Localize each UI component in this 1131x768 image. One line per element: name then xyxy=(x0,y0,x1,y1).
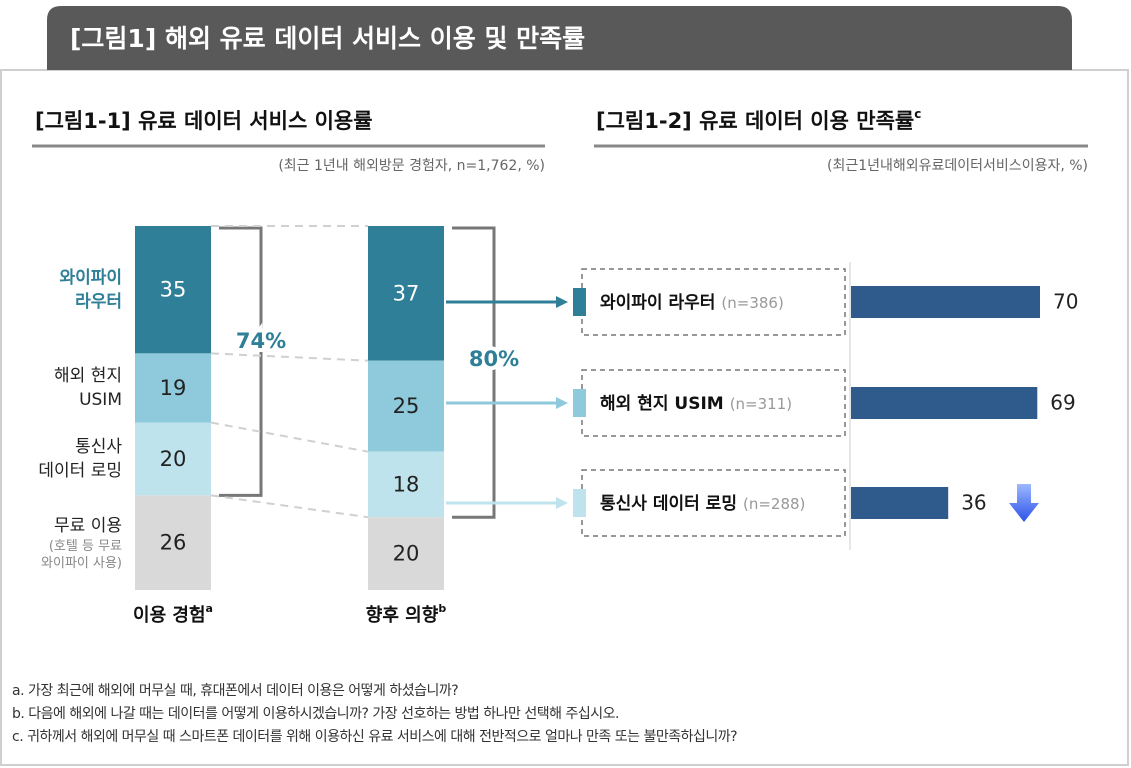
footnote: c. 귀하께서 해외에 머무실 때 스마트폰 데이터를 위해 이용하신 유료 서… xyxy=(12,729,738,745)
legend-note: (호텔 등 무료 와이파이 사용) xyxy=(41,538,122,571)
legend-name: 무료 이용 xyxy=(54,515,122,536)
value-label: 18 xyxy=(393,472,420,496)
decline-icon xyxy=(1009,484,1039,522)
category-swatch xyxy=(573,489,586,517)
category-note: a xyxy=(206,602,213,615)
flow-arrowhead xyxy=(556,397,568,409)
value-label: 19 xyxy=(160,376,187,400)
category-label: 통신사 데이터 로밍 (n=288) xyxy=(600,494,805,514)
legend-name: 해외 현지 USIM xyxy=(54,365,122,410)
sample-size: (n=288) xyxy=(743,495,805,513)
bracket-label: 80% xyxy=(469,347,519,371)
chart-subtitle: (최근1년내해외유료데이터서비스이용자, %) xyxy=(827,158,1088,174)
category-label: 와이파이 라우터 (n=386) xyxy=(600,293,784,313)
x-tick-label: 이용 경험a xyxy=(133,602,213,626)
bar xyxy=(851,286,1040,318)
sample-size: (n=386) xyxy=(721,294,783,312)
value-label: 20 xyxy=(160,447,187,471)
bar-segment xyxy=(368,360,444,452)
bracket-label: 74% xyxy=(236,329,286,353)
x-tick-label: 향후 의향b xyxy=(366,602,447,626)
bar-segment xyxy=(135,226,211,354)
value-label: 25 xyxy=(393,394,420,418)
footnote: b. 다음에 해외에 나갈 때는 데이터를 어떻게 이용하시겠습니까? 가장 선… xyxy=(12,706,619,722)
value-label: 37 xyxy=(393,281,420,305)
category-box xyxy=(581,469,846,537)
category-box xyxy=(581,369,846,437)
legend-label: 와이파이 라우터 xyxy=(2,266,122,314)
header-title: [그림1] 해외 유료 데이터 서비스 이용 및 만족률 xyxy=(70,24,585,53)
value-label: 70 xyxy=(1053,290,1078,314)
flow-arrowhead xyxy=(556,296,568,308)
category-note: b xyxy=(438,602,446,615)
value-label: 20 xyxy=(393,542,420,566)
connector-line xyxy=(210,352,369,362)
chart-title: [그림1-2] 유료 데이터 이용 만족률c xyxy=(596,107,921,134)
category-name: 와이파이 라우터 xyxy=(600,293,715,313)
chart-title-text: [그림1-2] 유료 데이터 이용 만족률 xyxy=(596,109,914,133)
bar-segment xyxy=(368,451,444,518)
category-box xyxy=(581,268,846,336)
category-swatch xyxy=(573,288,586,316)
value-label: 35 xyxy=(160,278,187,302)
header-tab xyxy=(47,6,1072,70)
bar-segment xyxy=(135,353,211,423)
category-swatch xyxy=(573,389,586,417)
connector-line xyxy=(210,494,369,519)
connector-line xyxy=(210,421,369,453)
legend-name: 와이파이 라우터 xyxy=(59,267,122,312)
chart-subtitle: (최근 1년내 해외방문 경험자, n=1,762, %) xyxy=(278,158,545,174)
category-name: 통신사 데이터 로밍 xyxy=(600,494,737,514)
chart-title: [그림1-1] 유료 데이터 서비스 이용률 xyxy=(35,109,373,133)
legend-label: 통신사 데이터 로밍 xyxy=(2,435,122,483)
sample-size: (n=311) xyxy=(730,395,792,413)
flow-arrowhead xyxy=(556,497,568,509)
value-label: 36 xyxy=(961,491,986,515)
footnote: a. 가장 최근에 해외에 머무실 때, 휴대폰에서 데이터 이용은 어떻게 하… xyxy=(12,683,459,699)
bar-segment xyxy=(368,226,444,361)
legend-label: 무료 이용 (호텔 등 무료 와이파이 사용) xyxy=(2,514,122,572)
bracket xyxy=(219,226,263,497)
value-label: 69 xyxy=(1050,391,1075,415)
bracket xyxy=(452,226,496,519)
bar xyxy=(851,487,949,519)
chart-title-note: c xyxy=(914,107,921,121)
legend-name: 통신사 데이터 로밍 xyxy=(38,436,122,481)
bar-segment xyxy=(135,422,211,496)
legend-label: 해외 현지 USIM xyxy=(2,364,122,412)
value-label: 26 xyxy=(160,531,187,555)
category-label: 해외 현지 USIM (n=311) xyxy=(600,394,792,414)
bar-segment xyxy=(135,495,211,590)
bar xyxy=(851,387,1038,419)
bar-segment xyxy=(368,517,444,590)
category-name: 해외 현지 USIM xyxy=(600,394,724,414)
